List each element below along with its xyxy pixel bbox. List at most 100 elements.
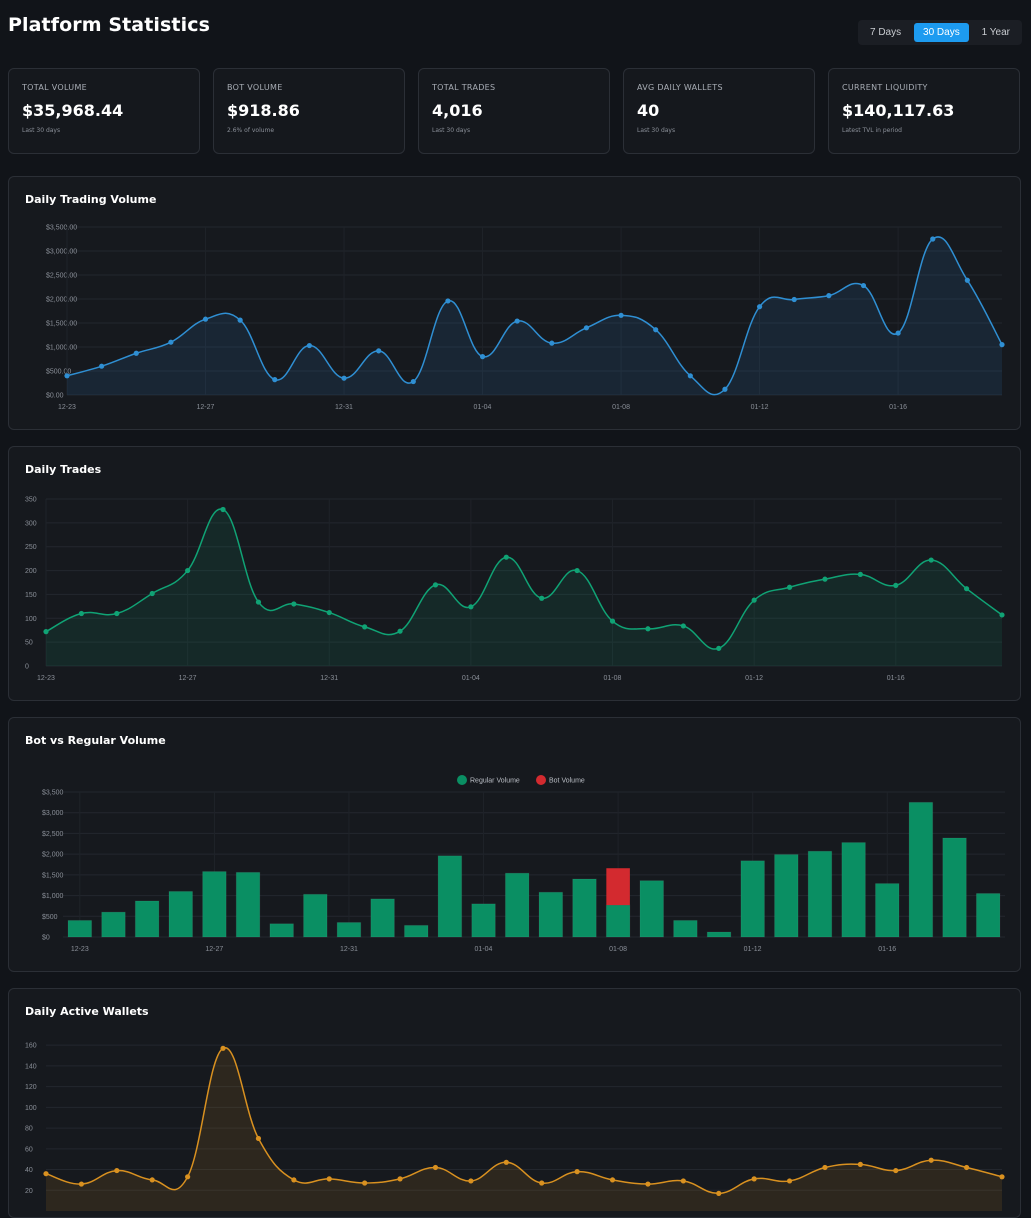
range-1-year-button[interactable]: 1 Year [981,27,1010,38]
stat-card-current-liquidity: CURRENT LIQUIDITY $140,117.63 Latest TVL… [828,68,1020,154]
data-point [479,354,486,360]
data-point [716,645,722,651]
data-point [376,348,382,354]
data-point [645,1181,651,1187]
data-point [149,1177,155,1183]
data-point [468,604,474,610]
legend-regular-label: Regular Volume [470,778,520,785]
y-axis-tick-label: $1,000 [42,893,64,900]
regular-volume-bar [538,891,564,938]
stat-label: TOTAL VOLUME [22,83,88,92]
data-point [645,626,651,632]
series-area [46,508,1002,666]
data-point [326,1176,332,1182]
data-point [503,1159,509,1165]
data-point [43,629,49,635]
data-point [583,325,590,331]
data-point [133,350,139,356]
data-point [791,296,797,303]
data-point [362,1180,368,1186]
regular-volume-bar [908,801,934,938]
data-point [149,590,155,597]
x-axis-tick-label: 01-08 [609,946,627,953]
x-axis-tick-label: 01-12 [751,404,769,411]
x-axis-tick-label: 01-08 [604,675,622,682]
data-point [362,624,368,630]
x-axis-tick-label: 01-08 [612,404,630,411]
data-point [786,584,793,590]
regular-volume-bar [403,924,429,938]
regular-volume-bar [269,923,294,938]
regular-volume-bar [706,931,732,938]
stat-subtext: Last 30 days [22,127,61,134]
range-7-days-button[interactable]: 7 Days [870,27,902,38]
y-axis-tick-label: 60 [25,1146,33,1153]
data-point [326,609,332,616]
data-point [680,623,686,629]
y-axis-tick-label: $1,000.00 [46,345,77,352]
y-axis-tick-label: $0 [42,935,50,942]
data-point [756,304,763,310]
regular-volume-bar [370,898,395,938]
data-point [291,1177,297,1183]
y-axis-tick-label: 20 [25,1188,33,1195]
daily-trades-card: Daily Trades 0 50 100 150 200 250 300 350 12-23 1… [8,446,1021,701]
regular-volume-bar [740,860,765,938]
y-axis-tick-label: 150 [25,592,37,599]
data-point [857,1161,863,1167]
data-point [964,277,970,283]
data-point [895,330,901,336]
data-point [680,1178,686,1184]
data-point [893,582,899,588]
stat-subtext: Last 30 days [637,127,676,134]
data-point [255,1135,262,1142]
series-line [45,508,1003,650]
stat-card-bot-volume: BOT VOLUME $918.86 2.6% of volume [213,68,405,154]
legend-bot-swatch [536,775,546,785]
data-point [999,342,1005,348]
regular-volume-bar [202,871,227,938]
x-axis-tick-label: 12-27 [205,946,223,953]
data-point [928,557,934,563]
regular-volume-bar [437,855,463,938]
data-point [722,386,728,392]
x-axis-tick-label: 12-31 [340,946,358,953]
regular-volume-bar [168,890,194,938]
y-axis-tick-label: $3,000 [42,810,64,817]
x-axis-tick-label: 01-04 [474,404,492,411]
chart-title: Daily Active Wallets [25,1005,149,1018]
daily-trading-volume-card: Daily Trading Volume $0.00 $500.00 $1,000.… [8,176,1021,430]
regular-volume-bar [134,900,160,938]
data-point [168,339,174,345]
bot-vs-regular-volume-chart: $0 $500 $1,000 $1,500 $2,000 $2,500 $3,000 $3,5… [42,775,1005,953]
data-point [574,1169,580,1175]
regular-volume-bar [572,878,597,938]
stat-value: $35,968.44 [22,101,124,120]
regular-volume-bar [942,837,967,938]
data-point [202,316,209,322]
regular-volume-bar [774,854,799,938]
y-axis-tick-label: 140 [25,1063,37,1070]
daily-active-wallets-card: Daily Active Wallets 20 40 60 80 100 120 140 16… [8,988,1021,1218]
data-point [220,1045,226,1051]
data-point [751,597,757,603]
regular-volume-bar [504,872,530,938]
daily-trades-chart: 0 50 100 150 200 250 300 350 12-23 12-27 12-31 01-0… [25,497,1005,682]
y-axis-tick-label: 120 [25,1084,37,1091]
data-point [237,317,243,323]
data-point [114,1167,120,1174]
x-axis-tick-label: 01-16 [887,675,905,682]
data-point [822,576,828,582]
y-axis-tick-label: 100 [25,616,37,623]
data-point [432,1164,439,1171]
regular-volume-bar [605,904,631,938]
data-point [653,327,659,333]
range-30-days-button[interactable]: 30 Days [914,23,969,42]
data-point [928,1157,934,1163]
data-point [78,1181,85,1187]
y-axis-tick-label: 300 [25,520,37,527]
data-point [410,378,416,385]
data-point [272,377,278,383]
stat-value: $918.86 [227,101,300,120]
data-point [786,1178,793,1184]
